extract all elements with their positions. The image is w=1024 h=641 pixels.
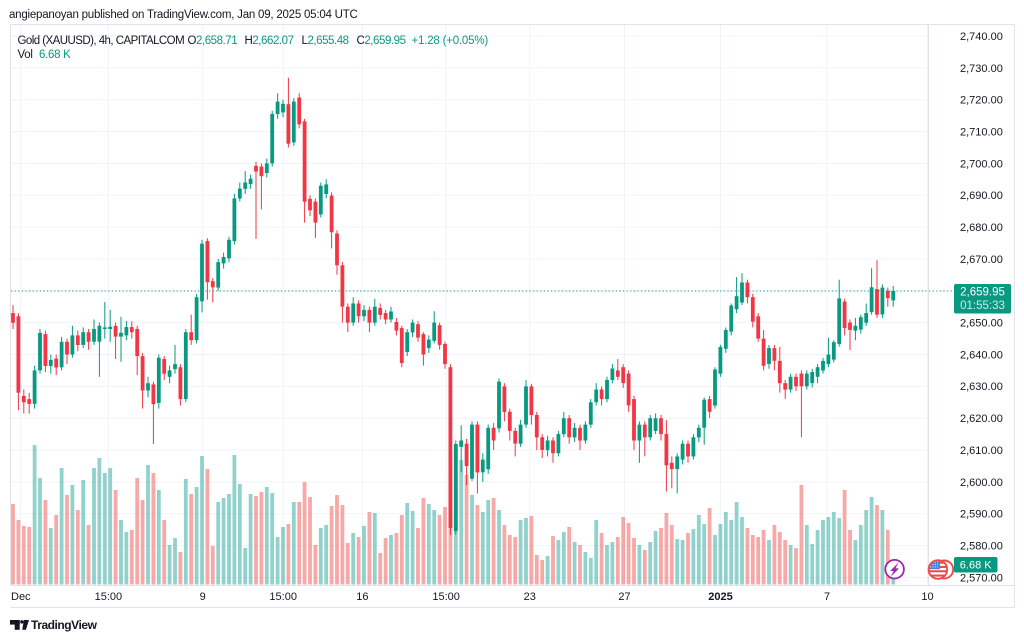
svg-text:10: 10 [921,591,933,603]
svg-text:2,680.00: 2,680.00 [960,222,1003,234]
svg-text:9: 9 [200,591,206,603]
svg-text:2,620.00: 2,620.00 [960,413,1003,425]
svg-text:15:00: 15:00 [269,591,297,603]
svg-text:2,630.00: 2,630.00 [960,381,1003,393]
svg-text:2,670.00: 2,670.00 [960,254,1003,266]
svg-text:2025: 2025 [708,591,732,603]
svg-text:16: 16 [356,591,368,603]
svg-text:27: 27 [618,591,630,603]
svg-text:2,740.00: 2,740.00 [960,31,1003,43]
svg-text:Dec: Dec [11,591,31,603]
svg-text:2,650.00: 2,650.00 [960,318,1003,330]
svg-text:2,720.00: 2,720.00 [960,95,1003,107]
svg-text:2,710.00: 2,710.00 [960,127,1003,139]
svg-text:2,659.95: 2,659.95 [960,287,1005,299]
svg-text:2,590.00: 2,590.00 [960,509,1003,521]
svg-text:2,610.00: 2,610.00 [960,445,1003,457]
svg-text:2,640.00: 2,640.00 [960,349,1003,361]
svg-text:6.68 K: 6.68 K [960,560,992,572]
svg-text:01:55:33: 01:55:33 [960,300,1005,312]
svg-text:2,730.00: 2,730.00 [960,63,1003,75]
svg-text:2,690.00: 2,690.00 [960,190,1003,202]
svg-text:2,600.00: 2,600.00 [960,477,1003,489]
svg-text:2,700.00: 2,700.00 [960,158,1003,170]
svg-text:23: 23 [524,591,536,603]
svg-text:7: 7 [824,591,830,603]
svg-text:15:00: 15:00 [95,591,123,603]
svg-text:2,570.00: 2,570.00 [960,572,1003,584]
svg-text:15:00: 15:00 [432,591,460,603]
svg-text:2,580.00: 2,580.00 [960,541,1003,553]
